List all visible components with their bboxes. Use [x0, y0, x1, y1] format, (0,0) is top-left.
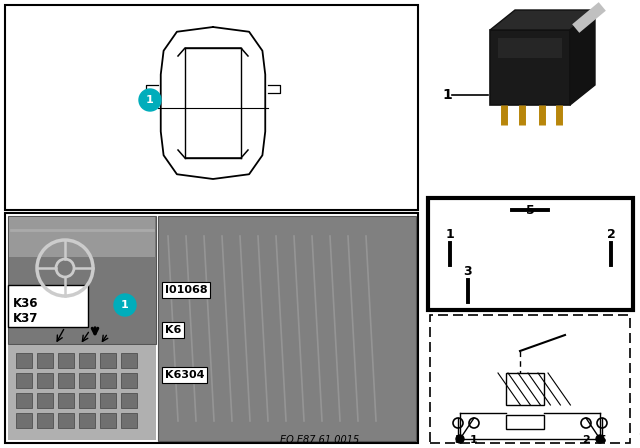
Bar: [428, 198, 633, 310]
Bar: [58, 373, 74, 388]
Polygon shape: [490, 10, 595, 30]
Bar: [100, 353, 116, 368]
Text: 372564: 372564: [638, 425, 640, 438]
Bar: [16, 353, 32, 368]
Text: 3: 3: [464, 265, 472, 278]
Text: K37: K37: [13, 312, 38, 325]
Text: K6: K6: [165, 325, 181, 335]
Bar: [430, 315, 630, 443]
Bar: [8, 285, 88, 327]
Bar: [158, 216, 416, 441]
Bar: [58, 353, 74, 368]
Text: EO E87 61 0015: EO E87 61 0015: [280, 435, 360, 445]
Text: 1: 1: [442, 88, 452, 102]
Bar: [37, 393, 53, 408]
Bar: [79, 413, 95, 428]
Text: 2: 2: [582, 435, 590, 445]
Text: 5: 5: [525, 204, 534, 217]
Polygon shape: [570, 10, 595, 105]
Bar: [16, 393, 32, 408]
Bar: [79, 353, 95, 368]
Bar: [37, 373, 53, 388]
Text: 1: 1: [146, 95, 154, 105]
Bar: [79, 373, 95, 388]
Bar: [100, 413, 116, 428]
Text: I01068: I01068: [165, 285, 207, 295]
Bar: [121, 413, 137, 428]
Text: K6304: K6304: [165, 370, 205, 380]
Bar: [8, 216, 156, 344]
Bar: [100, 373, 116, 388]
Text: 2: 2: [607, 228, 616, 241]
Bar: [121, 393, 137, 408]
Text: 1: 1: [470, 435, 478, 445]
Bar: [79, 393, 95, 408]
Circle shape: [596, 435, 604, 443]
Text: K36: K36: [13, 297, 38, 310]
Bar: [506, 415, 544, 429]
Circle shape: [114, 294, 136, 316]
Bar: [490, 30, 570, 105]
Bar: [121, 373, 137, 388]
Text: 3: 3: [454, 435, 462, 445]
Bar: [58, 413, 74, 428]
Bar: [498, 38, 562, 58]
Bar: [37, 353, 53, 368]
Bar: [37, 413, 53, 428]
Bar: [121, 353, 137, 368]
Bar: [5, 5, 418, 210]
Text: 5: 5: [598, 435, 606, 445]
Bar: [8, 345, 156, 440]
Bar: [58, 393, 74, 408]
Circle shape: [456, 435, 464, 443]
Circle shape: [139, 89, 161, 111]
Bar: [100, 393, 116, 408]
Text: 1: 1: [445, 228, 454, 241]
Bar: [16, 373, 32, 388]
Bar: [9, 217, 155, 257]
Bar: [5, 213, 418, 443]
Text: 1: 1: [121, 300, 129, 310]
Bar: [16, 413, 32, 428]
Bar: [506, 373, 544, 405]
